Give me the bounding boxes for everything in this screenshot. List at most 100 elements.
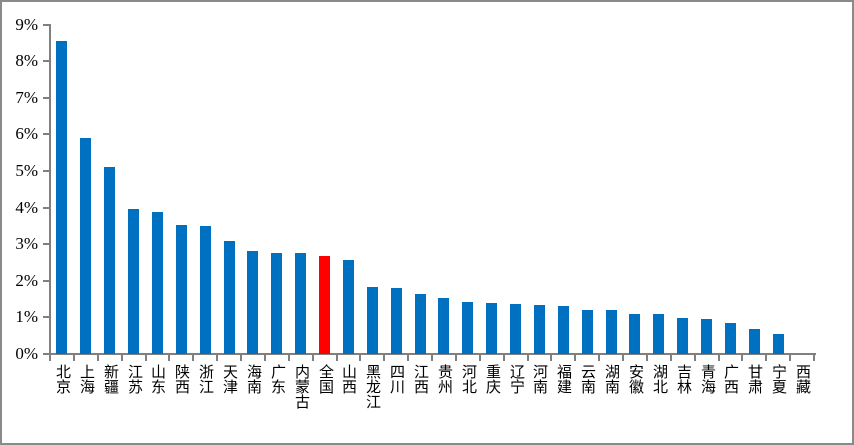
y-axis-tick: [43, 207, 50, 209]
x-axis-tick: [216, 353, 218, 361]
x-axis-tick: [550, 353, 552, 361]
x-axis-category-label: 江西: [412, 364, 428, 394]
bar-重庆: [486, 303, 497, 354]
y-axis-tick: [43, 24, 50, 26]
x-axis-tick: [264, 353, 266, 361]
x-axis-category-label: 安徽: [627, 364, 643, 394]
bar-吉林: [677, 318, 688, 354]
bar-河南: [534, 305, 545, 354]
x-axis-tick: [765, 353, 767, 361]
x-axis-tick: [503, 353, 505, 361]
y-axis-tick-label: 5%: [15, 161, 38, 180]
y-axis-tick: [43, 353, 50, 355]
y-axis-tick: [43, 97, 50, 99]
x-axis-tick: [407, 353, 409, 361]
x-axis-category-label: 西藏: [794, 364, 810, 394]
x-axis-tick: [574, 353, 576, 361]
x-axis-tick: [646, 353, 648, 361]
bar-上海: [80, 138, 91, 354]
x-axis-category-label: 浙江: [197, 364, 213, 394]
x-axis-tick: [336, 353, 338, 361]
x-axis-category-label: 山西: [340, 364, 356, 394]
x-axis-category-label: 海南: [245, 364, 261, 394]
y-axis-tick-label: 0%: [15, 344, 38, 363]
x-axis-category-label: 宁夏: [770, 364, 786, 394]
x-axis-category-label: 广东: [269, 364, 285, 394]
bar-海南: [247, 251, 258, 354]
bar-福建: [558, 306, 569, 354]
x-axis-category-label: 新疆: [102, 364, 118, 394]
y-axis-tick-label: 9%: [15, 15, 38, 34]
bar-湖南: [606, 310, 617, 354]
x-axis-tick: [694, 353, 696, 361]
x-axis-category-label: 贵州: [436, 364, 452, 394]
bar-广东: [271, 253, 282, 354]
x-axis-category-label: 湖南: [603, 364, 619, 394]
x-axis-tick: [718, 353, 720, 361]
bar-新疆: [104, 167, 115, 354]
y-axis-tick-label: 1%: [15, 307, 38, 326]
y-axis-tick: [43, 243, 50, 245]
y-axis-tick-label: 6%: [15, 124, 38, 143]
bar-江西: [415, 294, 426, 354]
x-axis-tick: [455, 353, 457, 361]
x-axis-category-label: 广西: [722, 364, 738, 394]
x-axis-tick: [359, 353, 361, 361]
x-axis-category-label: 云南: [579, 364, 595, 394]
x-axis-tick: [383, 353, 385, 361]
bar-安徽: [629, 314, 640, 354]
x-axis-category-label: 辽宁: [508, 364, 524, 394]
bar-辽宁: [510, 304, 521, 354]
bar-四川: [391, 288, 402, 354]
x-axis-category-label: 福建: [555, 364, 571, 394]
bar-河北: [462, 302, 473, 354]
x-axis-category-label: 四川: [388, 364, 404, 394]
bar-陕西: [176, 225, 187, 354]
bar-云南: [582, 310, 593, 354]
x-axis-tick: [622, 353, 624, 361]
x-axis-category-label: 全国: [317, 364, 333, 394]
x-axis-category-label: 河北: [460, 364, 476, 394]
bar-天津: [224, 241, 235, 354]
bar-山西: [343, 260, 354, 354]
x-axis-tick: [145, 353, 147, 361]
x-axis-category-label: 天津: [221, 364, 237, 394]
bar-广西: [725, 323, 736, 354]
y-axis-tick: [43, 133, 50, 135]
x-axis-tick: [288, 353, 290, 361]
x-axis-tick: [240, 353, 242, 361]
x-axis-tick: [431, 353, 433, 361]
y-axis-tick: [43, 170, 50, 172]
x-axis-tick: [312, 353, 314, 361]
bar-北京: [56, 41, 67, 354]
y-axis-tick: [43, 60, 50, 62]
y-axis-tick-label: 2%: [15, 271, 38, 290]
y-axis-tick: [43, 316, 50, 318]
y-axis-tick-label: 3%: [15, 234, 38, 253]
x-axis-tick: [598, 353, 600, 361]
bar-江苏: [128, 209, 139, 354]
x-axis-category-label: 重庆: [484, 364, 500, 394]
x-axis-category-label: 江苏: [126, 364, 142, 394]
x-axis-category-label: 上海: [78, 364, 94, 394]
x-axis-tick: [121, 353, 123, 361]
x-axis-tick: [789, 353, 791, 361]
bar-贵州: [438, 298, 449, 354]
x-axis-category-label: 甘肃: [746, 364, 762, 394]
bar-宁夏: [773, 334, 784, 354]
x-axis-category-label: 河南: [531, 364, 547, 394]
x-axis-category-label: 黑龙江: [364, 364, 380, 409]
x-axis-tick: [97, 353, 99, 361]
x-axis-tick: [670, 353, 672, 361]
y-axis-tick-label: 4%: [15, 198, 38, 217]
x-axis-tick: [813, 353, 815, 361]
x-axis-category-label: 湖北: [651, 364, 667, 394]
x-axis-category-label: 山东: [149, 364, 165, 394]
bar-湖北: [653, 314, 664, 354]
x-axis-category-label: 北京: [54, 364, 70, 394]
x-axis-tick: [192, 353, 194, 361]
bar-浙江: [200, 226, 211, 354]
bar-甘肃: [749, 329, 760, 354]
